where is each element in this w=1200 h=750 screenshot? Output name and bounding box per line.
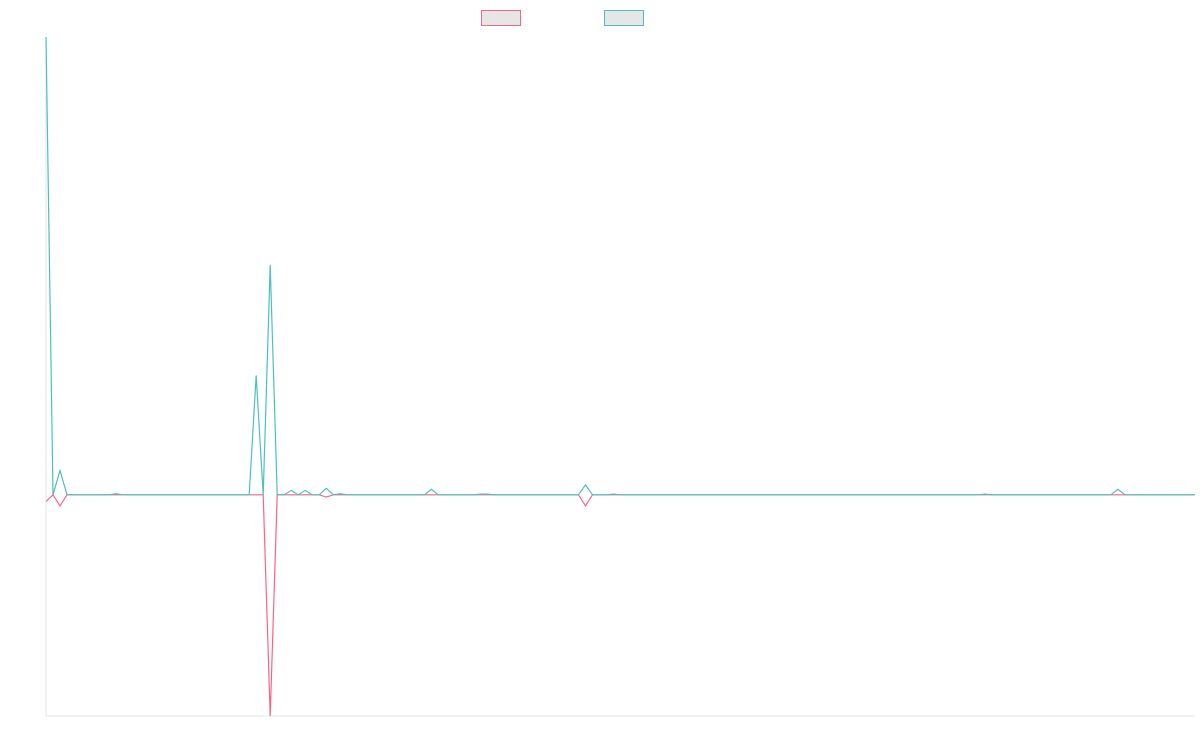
legend-swatch: [481, 10, 521, 26]
legend-swatch: [604, 10, 644, 26]
series-line: [45, 36, 1195, 496]
series-line: [45, 493, 1195, 717]
